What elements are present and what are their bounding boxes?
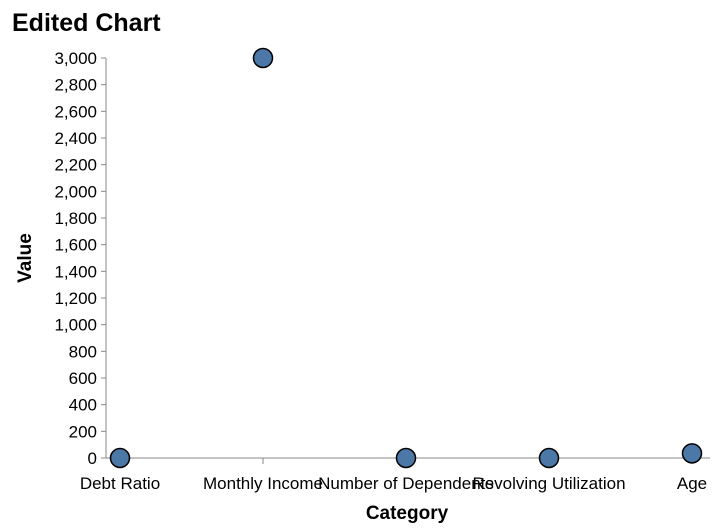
y-tick-label: 200 bbox=[69, 422, 97, 441]
y-tick-label: 2,000 bbox=[54, 182, 97, 201]
x-axis-title: Category bbox=[366, 503, 449, 524]
x-tick-label: Revolving Utilization bbox=[472, 474, 625, 493]
y-axis: 0 200 400 600 800 1,000 1,200 1,400 1,600 1,800 2,… bbox=[54, 49, 107, 468]
x-tick-label: Age bbox=[677, 474, 707, 493]
y-tick-label: 400 bbox=[69, 396, 97, 415]
y-tick-label: 2,800 bbox=[54, 76, 97, 95]
y-axis-title: Value bbox=[15, 233, 36, 283]
y-tick-label: 2,200 bbox=[54, 156, 97, 175]
data-point bbox=[395, 447, 417, 469]
data-points bbox=[109, 47, 703, 469]
y-tick-label: 1,400 bbox=[54, 262, 97, 281]
y-tick-label: 1,000 bbox=[54, 316, 97, 335]
x-tick-label: Monthly Income bbox=[203, 474, 323, 493]
y-tick-label: 800 bbox=[69, 342, 97, 361]
y-tick-label: 1,600 bbox=[54, 236, 97, 255]
data-point bbox=[681, 443, 703, 464]
y-tick-label: 2,600 bbox=[54, 102, 97, 121]
data-point bbox=[538, 447, 560, 469]
x-tick-label: Number of Dependents bbox=[318, 474, 494, 493]
y-tick-label: 2,400 bbox=[54, 129, 97, 148]
chart-title: Edited Chart bbox=[12, 9, 161, 37]
y-tick-label: 1,200 bbox=[54, 289, 97, 308]
y-tick-label: 600 bbox=[69, 369, 97, 388]
data-point bbox=[109, 447, 131, 469]
y-tick-label: 0 bbox=[88, 449, 97, 468]
y-tick-label: 3,000 bbox=[54, 49, 97, 68]
x-tick-label: Debt Ratio bbox=[80, 474, 160, 493]
y-tick-label: 1,800 bbox=[54, 209, 97, 228]
data-point bbox=[252, 47, 274, 69]
